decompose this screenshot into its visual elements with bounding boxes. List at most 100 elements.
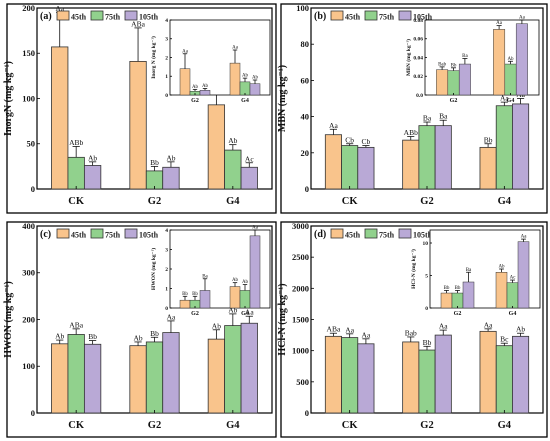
y-tick-label: 5 [425,273,428,279]
legend-label: 45th [71,12,87,21]
y-tick-label: 2 [165,267,168,273]
data-label: ABa [131,19,145,28]
y-tick-label: 0 [305,408,309,418]
data-label: Aa [439,322,448,331]
y-axis-label: InorgN (mg kg⁻¹) [3,61,14,136]
data-label: Ab [507,57,514,62]
data-label: Ab [202,84,209,89]
bar-45th-G2 [402,341,420,414]
data-label: Aa [232,46,239,51]
bar-45th-G2 [129,60,147,190]
x-tick-label: G4 [507,98,515,104]
data-label: ABa [69,320,83,329]
x-tick-label: G2 [420,196,433,207]
data-label: Bb [182,292,188,297]
y-tick-label: 10 [423,241,429,247]
data-label: Ac [245,154,254,163]
y-tick-label: 80 [301,39,310,49]
data-label: Bc [500,335,509,344]
legend-label: 105th [413,230,433,239]
data-label: Bb [88,332,97,341]
panel-frame [280,3,548,214]
x-tick-label: G4 [241,98,249,104]
bar-45th-G2 [436,69,449,96]
data-label: Bb [150,329,159,338]
data-label: Ab [228,136,237,145]
bar-45th-CK [51,46,69,190]
data-label: Ab [212,321,221,330]
bar-105th-G4 [240,166,258,190]
y-tick-label: 1 [165,286,168,292]
bar-75th-G4 [504,63,517,96]
y-tick-label: 0 [31,184,35,194]
y-axis-label: HWON (mg kg⁻¹) [3,281,14,358]
y-tick-label: 40 [301,112,310,122]
bar-75th-G4 [495,105,513,190]
data-label: Ab [192,85,199,90]
bar-105th-G4 [515,23,528,96]
legend-swatch-75th [364,228,378,239]
y-axis-label: MBN (mg kg⁻¹) [405,39,412,76]
bar-45th-G4 [493,29,506,96]
legend-label: 75th [105,12,121,21]
bar-45th-G4 [207,104,226,190]
legend-swatch-105th [398,10,412,21]
legend-swatch-45th [56,228,70,239]
legend-label: 75th [379,12,395,21]
y-tick-label: 0.0 [416,93,423,99]
legend-label: 105th [139,12,159,21]
data-label: Ab [55,332,64,341]
y-tick-label: 200 [22,3,35,13]
bar-75th-G2 [451,292,464,309]
bar-105th-G2 [462,281,475,309]
data-label: Ab [88,153,97,162]
x-tick-label: CK [342,420,359,431]
bar-75th-CK [67,334,85,414]
x-tick-label: CK [342,196,359,207]
panel-label: (c) [40,229,51,240]
data-label: Ba [423,114,432,123]
y-tick-label: 100 [22,361,35,371]
bar-105th-G4 [512,335,530,414]
y-tick-label: 20 [301,148,310,158]
bar-105th-G4 [512,103,530,190]
legend-swatch-105th [124,228,138,239]
x-tick-label: G4 [509,311,517,317]
bar-45th-CK [324,335,342,414]
bar-75th-CK [341,145,359,190]
y-tick-label: 1500 [292,314,309,324]
bar-45th-G4 [479,330,497,414]
bar-105th-G2 [434,334,452,414]
y-axis-label: Inorg N (mg kg⁻¹) [150,36,157,79]
bar-75th-G2 [418,125,436,190]
data-label: Bab [405,328,417,337]
y-tick-label: 1 [165,74,168,80]
x-tick-label: G4 [226,420,240,431]
bar-105th-CK [83,165,102,190]
bar-45th-G2 [129,345,147,414]
data-label: ABa [327,325,341,334]
legend-swatch-75th [364,10,378,21]
bar-105th-G4 [249,83,261,96]
x-tick-label: CK [68,420,85,431]
data-label: Bb [150,158,159,167]
data-label: Ba [202,274,208,279]
bar-75th-G4 [495,345,513,414]
y-tick-label: 100 [296,3,309,13]
y-tick-label: 150 [22,48,35,58]
data-label: Aa [167,312,176,321]
x-tick-label: G4 [226,196,240,207]
x-tick-label: G2 [148,420,161,431]
y-tick-label: 0.06 [413,37,423,43]
data-label: Bb [484,135,493,144]
panel-a: 050100150200AaABbAbCKABaBbAbG2BaAbAcG4In… [3,3,277,214]
data-label: Bb [192,292,198,297]
legend-swatch-105th [124,10,138,21]
legend-swatch-45th [330,10,344,21]
x-tick-label: G4 [498,196,512,207]
y-tick-label: 0 [165,306,168,312]
data-label: Bb [451,63,457,68]
